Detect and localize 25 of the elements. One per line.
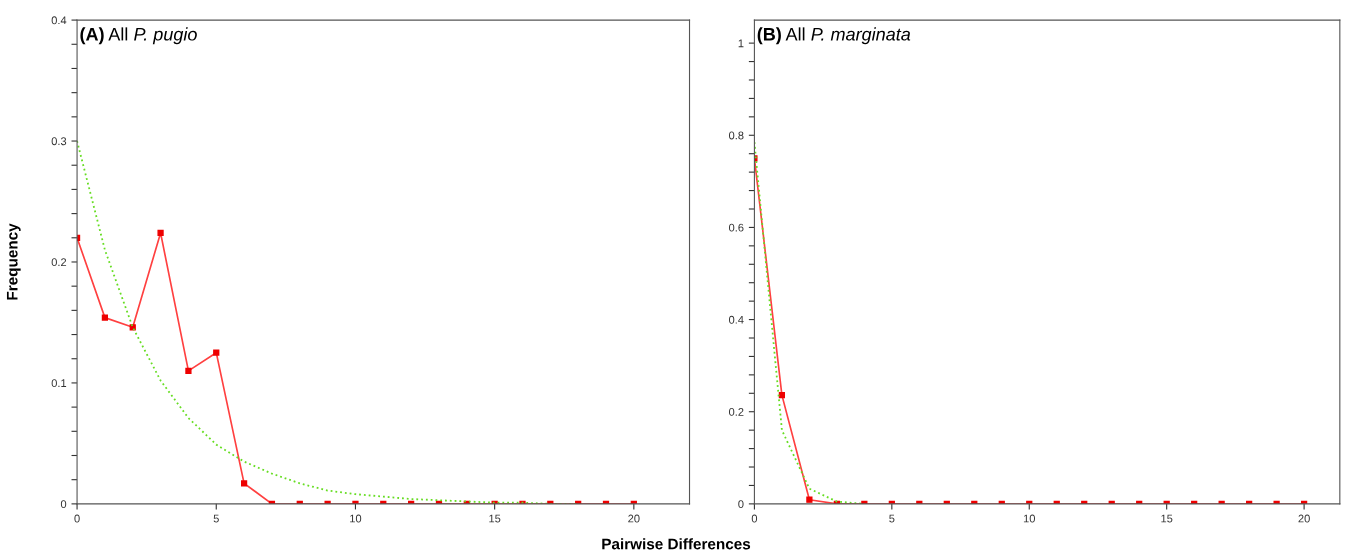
chart-title: (A) All P. pugio bbox=[80, 27, 197, 45]
y-tick-label: 0.1 bbox=[51, 379, 67, 388]
x-tick-label: 10 bbox=[1023, 514, 1035, 523]
x-tick-label: 20 bbox=[1298, 514, 1310, 523]
y-tick-label: 0.6 bbox=[728, 223, 744, 232]
y-tick-label: 0.4 bbox=[51, 16, 67, 25]
y-tick-label: 0.2 bbox=[728, 407, 744, 416]
x-tick-label: 5 bbox=[889, 514, 895, 523]
y-tick-label: 0.2 bbox=[51, 258, 67, 267]
y-tick-label: 1 bbox=[738, 39, 744, 48]
y-tick-label: 0.4 bbox=[728, 315, 744, 324]
y-tick-label: 0 bbox=[738, 500, 744, 509]
y-tick-label: 0.8 bbox=[728, 131, 744, 140]
x-tick-label: 15 bbox=[1161, 514, 1173, 523]
x-tick-label: 20 bbox=[628, 514, 640, 523]
chart-title: (B) All P. marginata bbox=[757, 27, 911, 45]
x-tick-label: 5 bbox=[213, 514, 219, 523]
x-tick-label: 10 bbox=[350, 514, 362, 523]
y-tick-label: 0.3 bbox=[51, 137, 67, 146]
x-tick-label: 0 bbox=[751, 514, 758, 523]
x-tick-label: 15 bbox=[489, 514, 501, 523]
y-axis-title: Frequency bbox=[6, 223, 21, 300]
y-tick-label: 0 bbox=[60, 500, 67, 509]
x-tick-label: 0 bbox=[74, 514, 80, 523]
x-axis-title: Pairwise Differences bbox=[602, 538, 751, 550]
